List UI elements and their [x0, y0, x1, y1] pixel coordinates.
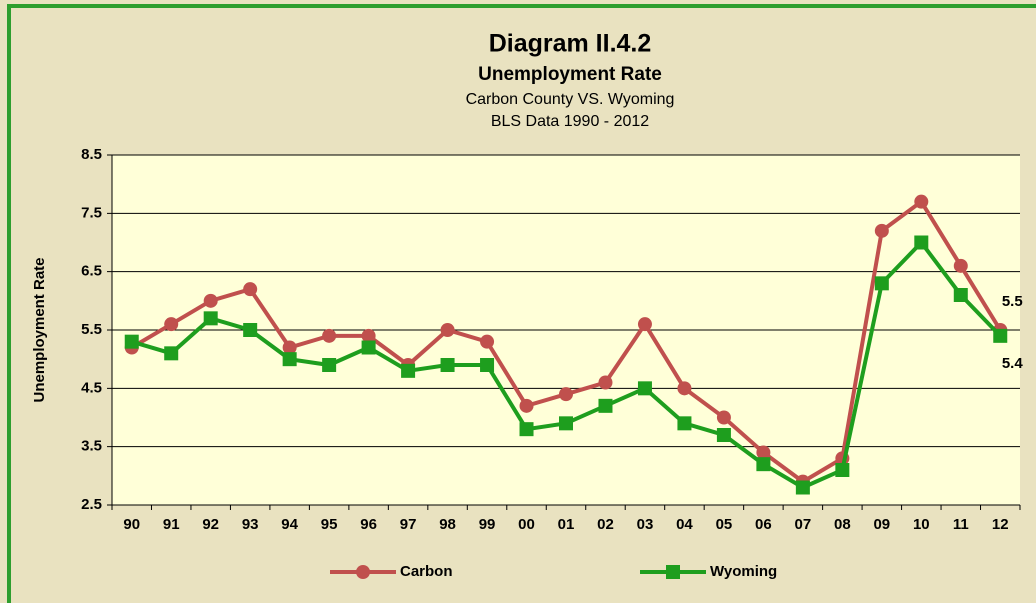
legend-marker: [666, 565, 680, 579]
data-point: [282, 352, 297, 367]
data-point: [716, 410, 731, 425]
data-point: [637, 381, 652, 396]
chart-subtitle: Carbon County VS. Wyoming: [466, 91, 675, 108]
x-tick-label: 05: [716, 516, 733, 533]
x-tick-label: 95: [321, 516, 338, 533]
legend-label: Carbon: [400, 563, 453, 580]
data-point: [677, 416, 692, 431]
data-point: [953, 258, 968, 273]
data-point: [953, 288, 968, 302]
legend-label: Wyoming: [710, 563, 777, 580]
data-point: [203, 311, 218, 326]
data-point: [756, 445, 771, 460]
x-tick-label: 12: [992, 516, 1009, 533]
data-point: [914, 235, 929, 250]
data-point: [480, 358, 495, 372]
data-point: [677, 381, 692, 396]
data-point: [322, 328, 337, 343]
data-point: [756, 457, 771, 472]
data-point: [164, 346, 179, 361]
x-tick-label: 97: [400, 516, 417, 533]
x-tick-label: 10: [913, 516, 930, 533]
data-point: [993, 328, 1008, 343]
data-point: [795, 480, 810, 495]
data-point: [559, 416, 573, 431]
data-label: 5.5: [1002, 293, 1023, 310]
chart-title: Diagram II.4.2: [489, 30, 652, 58]
data-point: [164, 317, 179, 332]
data-point: [598, 375, 613, 390]
x-tick-label: 03: [637, 516, 654, 533]
y-tick-label: 3.5: [81, 438, 102, 455]
data-point: [243, 282, 258, 297]
y-tick-label: 2.5: [81, 496, 102, 513]
frame: [7, 4, 1036, 603]
x-tick-label: 91: [163, 516, 180, 533]
x-tick-label: 92: [202, 516, 219, 533]
data-point: [440, 323, 455, 337]
data-point: [559, 387, 573, 402]
x-tick-label: 04: [676, 516, 693, 533]
chart-subtitle: BLS Data 1990 - 2012: [491, 113, 649, 130]
y-tick-label: 8.5: [81, 146, 102, 163]
data-point: [519, 422, 534, 437]
x-tick-label: 96: [360, 516, 377, 533]
legend-marker: [356, 565, 370, 579]
y-tick-label: 6.5: [81, 263, 102, 280]
x-tick-label: 94: [281, 516, 298, 533]
x-tick-label: 98: [439, 516, 456, 533]
y-axis-label: Unemployment Rate: [31, 257, 48, 402]
x-tick-label: 02: [597, 516, 614, 533]
data-point: [124, 334, 139, 349]
data-label: 5.4: [1002, 355, 1024, 372]
data-point: [361, 328, 376, 343]
data-point: [835, 463, 850, 477]
data-point: [322, 358, 337, 372]
data-point: [874, 223, 889, 238]
y-tick-label: 5.5: [81, 321, 102, 338]
x-tick-label: 08: [834, 516, 851, 533]
data-point: [203, 293, 218, 308]
x-tick-label: 00: [518, 516, 535, 533]
x-tick-label: 99: [479, 516, 496, 533]
y-tick-label: 7.5: [81, 204, 102, 221]
x-tick-label: 93: [242, 516, 259, 533]
chart-subtitle: Unemployment Rate: [478, 64, 662, 85]
y-tick-label: 4.5: [81, 379, 102, 396]
data-point: [401, 363, 416, 378]
x-tick-label: 06: [755, 516, 772, 533]
x-tick-label: 01: [558, 516, 575, 533]
data-point: [598, 398, 613, 413]
data-point: [480, 334, 495, 349]
x-tick-label: 90: [123, 516, 140, 533]
data-point: [519, 398, 534, 413]
data-point: [440, 358, 455, 372]
data-point: [914, 194, 929, 209]
data-point: [361, 340, 376, 355]
data-point: [716, 428, 731, 442]
x-tick-label: 09: [873, 516, 890, 533]
data-point: [282, 340, 297, 355]
data-point: [637, 317, 652, 332]
data-point: [874, 276, 889, 291]
x-tick-label: 07: [795, 516, 812, 533]
data-point: [243, 323, 258, 337]
x-tick-label: 11: [953, 516, 969, 533]
